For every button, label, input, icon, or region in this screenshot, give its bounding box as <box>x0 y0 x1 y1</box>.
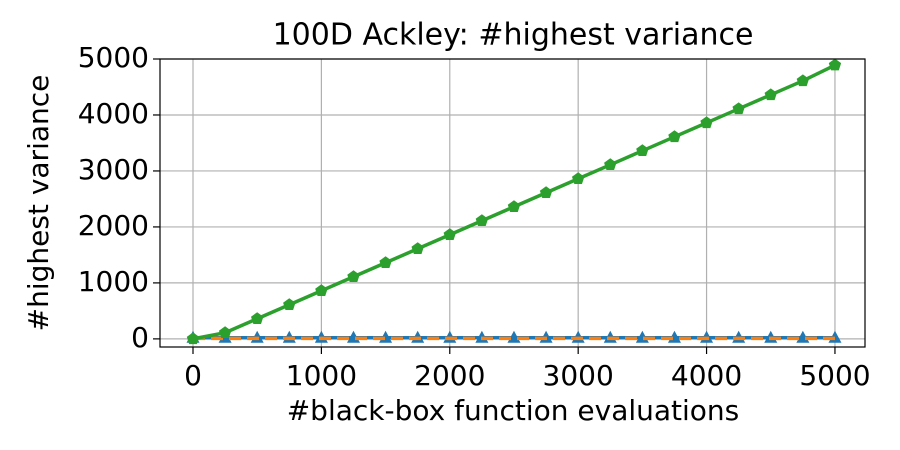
marker <box>668 130 681 143</box>
marker <box>828 58 842 71</box>
y-axis-label: #highest variance <box>22 75 55 332</box>
marker <box>283 298 296 310</box>
marker <box>796 74 810 87</box>
y-tick-label: 3000 <box>78 153 149 186</box>
marker <box>604 158 617 171</box>
marker <box>186 332 200 345</box>
chart-title: 100D Ackley: #highest variance <box>273 18 754 53</box>
y-tick-label: 0 <box>131 321 149 354</box>
marker <box>347 270 360 283</box>
x-tick-label: 2000 <box>414 359 485 392</box>
marker <box>475 214 489 227</box>
marker <box>764 88 777 101</box>
x-tick-label: 4000 <box>671 359 742 392</box>
marker <box>218 326 232 338</box>
y-tick-label: 2000 <box>78 209 149 242</box>
marker <box>507 200 521 213</box>
marker <box>571 172 585 185</box>
x-tick-label: 0 <box>184 359 202 392</box>
x-tick-label: 1000 <box>286 359 357 392</box>
marker <box>539 186 553 199</box>
plot-frame <box>159 58 866 348</box>
marker <box>732 102 745 115</box>
marker <box>251 312 264 324</box>
marker <box>700 116 713 129</box>
y-tick-label: 5000 <box>78 41 149 74</box>
x-axis-label: #black-box function evaluations <box>287 394 740 427</box>
marker <box>636 144 649 157</box>
y-tick-label: 4000 <box>78 97 149 130</box>
y-tick-label: 1000 <box>78 265 149 298</box>
marker <box>379 256 392 269</box>
marker <box>315 284 328 297</box>
x-tick-label: 3000 <box>543 359 614 392</box>
x-tick-label: 5000 <box>799 359 870 392</box>
marker <box>411 242 424 255</box>
marker <box>443 228 456 241</box>
